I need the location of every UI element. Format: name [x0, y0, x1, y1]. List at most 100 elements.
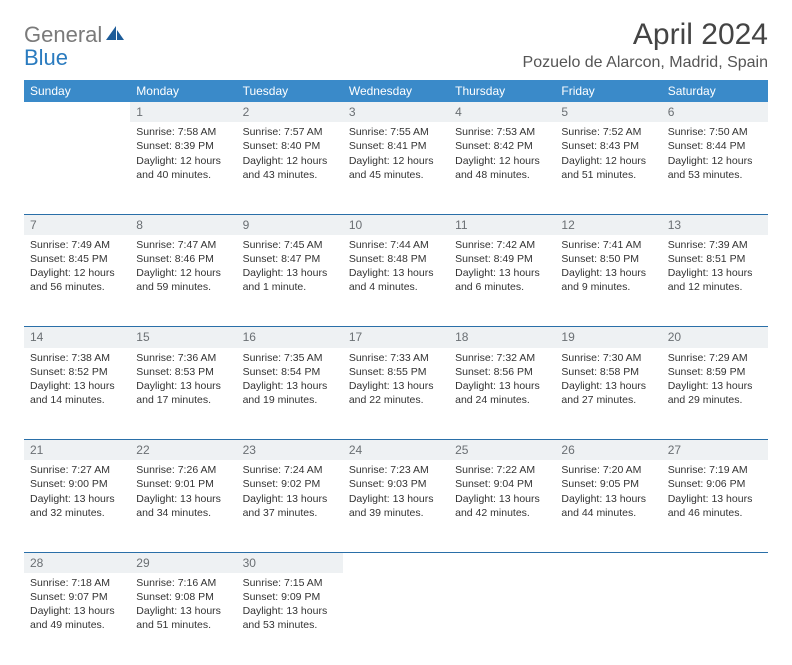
day-number: 30 — [237, 552, 343, 573]
day-number: 16 — [237, 327, 343, 348]
day-number: 26 — [555, 440, 661, 461]
day-cell: Sunrise: 7:24 AMSunset: 9:02 PMDaylight:… — [237, 460, 343, 552]
day-number: 15 — [130, 327, 236, 348]
day-content: Sunrise: 7:26 AMSunset: 9:01 PMDaylight:… — [136, 463, 230, 520]
day-number: 20 — [662, 327, 768, 348]
day-number-row: 123456 — [24, 102, 768, 122]
day-cell: Sunrise: 7:55 AMSunset: 8:41 PMDaylight:… — [343, 122, 449, 214]
day-cell: Sunrise: 7:29 AMSunset: 8:59 PMDaylight:… — [662, 348, 768, 440]
day-number: 9 — [237, 214, 343, 235]
day-number: 18 — [449, 327, 555, 348]
day-number: 2 — [237, 102, 343, 122]
day-content: Sunrise: 7:33 AMSunset: 8:55 PMDaylight:… — [349, 351, 443, 408]
day-cell: Sunrise: 7:22 AMSunset: 9:04 PMDaylight:… — [449, 460, 555, 552]
day-content: Sunrise: 7:50 AMSunset: 8:44 PMDaylight:… — [668, 125, 762, 182]
day-content: Sunrise: 7:49 AMSunset: 8:45 PMDaylight:… — [30, 238, 124, 295]
day-content: Sunrise: 7:20 AMSunset: 9:05 PMDaylight:… — [561, 463, 655, 520]
day-number: 8 — [130, 214, 236, 235]
day-content: Sunrise: 7:45 AMSunset: 8:47 PMDaylight:… — [243, 238, 337, 295]
day-content: Sunrise: 7:18 AMSunset: 9:07 PMDaylight:… — [30, 576, 124, 633]
day-number — [343, 552, 449, 573]
day-number: 13 — [662, 214, 768, 235]
day-cell: Sunrise: 7:15 AMSunset: 9:09 PMDaylight:… — [237, 573, 343, 665]
day-number-row: 78910111213 — [24, 214, 768, 235]
day-cell: Sunrise: 7:41 AMSunset: 8:50 PMDaylight:… — [555, 235, 661, 327]
day-cell: Sunrise: 7:32 AMSunset: 8:56 PMDaylight:… — [449, 348, 555, 440]
day-cell: Sunrise: 7:42 AMSunset: 8:49 PMDaylight:… — [449, 235, 555, 327]
day-number: 11 — [449, 214, 555, 235]
day-content: Sunrise: 7:53 AMSunset: 8:42 PMDaylight:… — [455, 125, 549, 182]
day-content: Sunrise: 7:30 AMSunset: 8:58 PMDaylight:… — [561, 351, 655, 408]
weekday-header: Saturday — [662, 80, 768, 102]
day-content: Sunrise: 7:15 AMSunset: 9:09 PMDaylight:… — [243, 576, 337, 633]
day-content: Sunrise: 7:36 AMSunset: 8:53 PMDaylight:… — [136, 351, 230, 408]
day-cell: Sunrise: 7:18 AMSunset: 9:07 PMDaylight:… — [24, 573, 130, 665]
day-cell: Sunrise: 7:58 AMSunset: 8:39 PMDaylight:… — [130, 122, 236, 214]
day-content: Sunrise: 7:42 AMSunset: 8:49 PMDaylight:… — [455, 238, 549, 295]
weekday-header: Monday — [130, 80, 236, 102]
day-number — [449, 552, 555, 573]
day-number — [24, 102, 130, 122]
day-content: Sunrise: 7:44 AMSunset: 8:48 PMDaylight:… — [349, 238, 443, 295]
day-cell — [343, 573, 449, 665]
day-number: 5 — [555, 102, 661, 122]
calendar-week-row: Sunrise: 7:49 AMSunset: 8:45 PMDaylight:… — [24, 235, 768, 327]
calendar-week-row: Sunrise: 7:38 AMSunset: 8:52 PMDaylight:… — [24, 348, 768, 440]
day-number: 6 — [662, 102, 768, 122]
calendar-week-row: Sunrise: 7:27 AMSunset: 9:00 PMDaylight:… — [24, 460, 768, 552]
day-number: 27 — [662, 440, 768, 461]
day-number: 19 — [555, 327, 661, 348]
day-cell: Sunrise: 7:16 AMSunset: 9:08 PMDaylight:… — [130, 573, 236, 665]
title-block: April 2024 Pozuelo de Alarcon, Madrid, S… — [523, 18, 768, 72]
day-content: Sunrise: 7:52 AMSunset: 8:43 PMDaylight:… — [561, 125, 655, 182]
day-content: Sunrise: 7:24 AMSunset: 9:02 PMDaylight:… — [243, 463, 337, 520]
day-number-row: 14151617181920 — [24, 327, 768, 348]
day-content: Sunrise: 7:27 AMSunset: 9:00 PMDaylight:… — [30, 463, 124, 520]
day-number-row: 282930 — [24, 552, 768, 573]
day-cell: Sunrise: 7:44 AMSunset: 8:48 PMDaylight:… — [343, 235, 449, 327]
day-number: 7 — [24, 214, 130, 235]
day-cell: Sunrise: 7:52 AMSunset: 8:43 PMDaylight:… — [555, 122, 661, 214]
day-cell: Sunrise: 7:36 AMSunset: 8:53 PMDaylight:… — [130, 348, 236, 440]
day-cell — [449, 573, 555, 665]
day-number: 25 — [449, 440, 555, 461]
day-content: Sunrise: 7:32 AMSunset: 8:56 PMDaylight:… — [455, 351, 549, 408]
weekday-header: Thursday — [449, 80, 555, 102]
day-content: Sunrise: 7:35 AMSunset: 8:54 PMDaylight:… — [243, 351, 337, 408]
day-number: 23 — [237, 440, 343, 461]
day-cell: Sunrise: 7:50 AMSunset: 8:44 PMDaylight:… — [662, 122, 768, 214]
day-cell: Sunrise: 7:39 AMSunset: 8:51 PMDaylight:… — [662, 235, 768, 327]
day-number: 28 — [24, 552, 130, 573]
day-number-row: 21222324252627 — [24, 440, 768, 461]
day-cell: Sunrise: 7:35 AMSunset: 8:54 PMDaylight:… — [237, 348, 343, 440]
day-content: Sunrise: 7:29 AMSunset: 8:59 PMDaylight:… — [668, 351, 762, 408]
day-number: 24 — [343, 440, 449, 461]
weekday-header-row: SundayMondayTuesdayWednesdayThursdayFrid… — [24, 80, 768, 102]
day-content: Sunrise: 7:57 AMSunset: 8:40 PMDaylight:… — [243, 125, 337, 182]
day-cell: Sunrise: 7:57 AMSunset: 8:40 PMDaylight:… — [237, 122, 343, 214]
page-header: General Blue April 2024 Pozuelo de Alarc… — [24, 18, 768, 72]
calendar-body: 123456Sunrise: 7:58 AMSunset: 8:39 PMDay… — [24, 102, 768, 665]
weekday-header: Sunday — [24, 80, 130, 102]
day-number — [662, 552, 768, 573]
calendar-table: SundayMondayTuesdayWednesdayThursdayFrid… — [24, 80, 768, 665]
day-number: 1 — [130, 102, 236, 122]
day-cell — [555, 573, 661, 665]
day-number: 14 — [24, 327, 130, 348]
day-cell: Sunrise: 7:27 AMSunset: 9:00 PMDaylight:… — [24, 460, 130, 552]
day-cell: Sunrise: 7:47 AMSunset: 8:46 PMDaylight:… — [130, 235, 236, 327]
day-cell: Sunrise: 7:38 AMSunset: 8:52 PMDaylight:… — [24, 348, 130, 440]
day-cell: Sunrise: 7:49 AMSunset: 8:45 PMDaylight:… — [24, 235, 130, 327]
day-cell — [24, 122, 130, 214]
day-number: 12 — [555, 214, 661, 235]
day-cell: Sunrise: 7:23 AMSunset: 9:03 PMDaylight:… — [343, 460, 449, 552]
day-content: Sunrise: 7:22 AMSunset: 9:04 PMDaylight:… — [455, 463, 549, 520]
day-content: Sunrise: 7:41 AMSunset: 8:50 PMDaylight:… — [561, 238, 655, 295]
day-number: 29 — [130, 552, 236, 573]
brand-logo: General Blue — [24, 24, 126, 70]
weekday-header: Tuesday — [237, 80, 343, 102]
day-cell: Sunrise: 7:26 AMSunset: 9:01 PMDaylight:… — [130, 460, 236, 552]
calendar-week-row: Sunrise: 7:58 AMSunset: 8:39 PMDaylight:… — [24, 122, 768, 214]
day-content: Sunrise: 7:39 AMSunset: 8:51 PMDaylight:… — [668, 238, 762, 295]
day-content: Sunrise: 7:16 AMSunset: 9:08 PMDaylight:… — [136, 576, 230, 633]
